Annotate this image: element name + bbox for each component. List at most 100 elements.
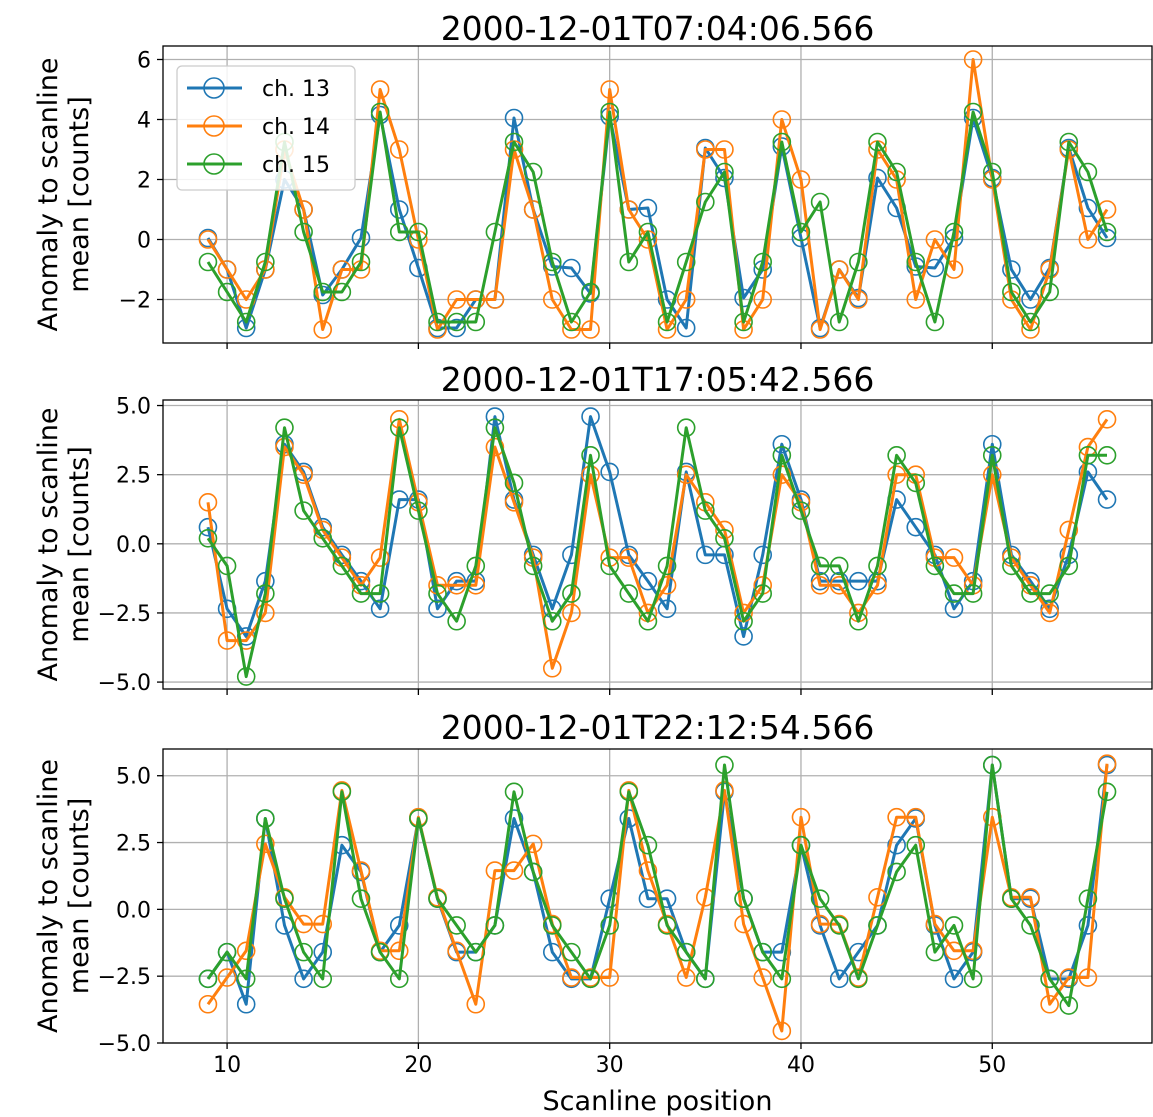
data-point	[791, 835, 811, 855]
data-point	[791, 501, 811, 520]
data-point	[313, 320, 333, 339]
data-point	[1059, 520, 1079, 540]
subplot-title: 2000-12-01T07:04:06.566	[441, 9, 875, 48]
y-axis-label: Anomaly to scanlinemean [counts]	[33, 58, 95, 332]
data-point	[562, 258, 581, 278]
data-point	[925, 942, 945, 962]
y-tick-label: 0.0	[116, 533, 151, 558]
data-point	[236, 994, 256, 1014]
data-point	[485, 407, 505, 426]
data-point	[542, 658, 562, 678]
data-point	[715, 168, 734, 188]
legend: ch. 13 ch. 14 ch. 15	[176, 65, 356, 191]
data-point	[849, 290, 868, 309]
series-line-ch-13	[206, 415, 1109, 638]
data-point	[198, 228, 218, 248]
data-point	[256, 603, 275, 623]
data-point	[217, 968, 237, 987]
data-point	[389, 916, 409, 935]
data-point	[1040, 260, 1059, 279]
data-point	[351, 252, 371, 272]
data-point	[676, 942, 696, 962]
data-point	[753, 545, 773, 565]
y-tick-label: −2.5	[98, 965, 151, 990]
data-point	[829, 571, 849, 591]
data-point	[1059, 996, 1079, 1015]
data-point	[1021, 584, 1040, 603]
data-point	[1021, 916, 1040, 935]
data-point	[313, 914, 333, 934]
data-point	[868, 556, 887, 576]
data-point	[600, 80, 619, 99]
data-point	[217, 282, 237, 302]
data-point	[829, 969, 849, 989]
data-point	[772, 110, 792, 129]
y-tick-label: 5.0	[116, 765, 151, 790]
data-point	[389, 941, 409, 961]
data-point	[810, 320, 830, 339]
data-point	[887, 862, 906, 882]
data-point	[294, 501, 313, 520]
data-point	[657, 916, 677, 935]
data-point	[887, 465, 906, 484]
data-point	[734, 627, 753, 646]
data-point	[485, 916, 505, 935]
data-point	[772, 132, 792, 152]
data-point	[370, 599, 390, 619]
data-point	[256, 584, 275, 603]
data-point	[887, 835, 906, 855]
data-point	[389, 222, 409, 242]
data-point	[906, 252, 926, 272]
data-point	[447, 571, 466, 591]
data-point	[734, 889, 753, 908]
legend-label: ch. 14	[262, 115, 330, 140]
data-point	[447, 941, 466, 961]
data-point	[332, 782, 352, 802]
data-point	[810, 575, 830, 595]
data-point	[829, 556, 849, 576]
data-point	[428, 599, 447, 619]
data-point	[676, 968, 696, 987]
data-point	[1097, 446, 1117, 465]
data-point	[925, 556, 945, 576]
data-point	[256, 834, 275, 854]
data-point	[198, 517, 218, 537]
data-point	[887, 446, 906, 465]
data-point	[198, 969, 218, 989]
data-point	[753, 584, 773, 603]
data-point	[810, 889, 830, 908]
subplot-2: −5.0 −2.5 0.0 2.5 5.0 2000-12-01T17:05:42.566…	[33, 360, 1153, 696]
y-tick-label: 2.5	[116, 832, 151, 857]
data-point	[523, 556, 543, 576]
data-point	[829, 575, 849, 595]
data-point	[523, 834, 543, 854]
data-point	[466, 312, 486, 332]
data-point	[887, 162, 906, 182]
data-point	[562, 584, 581, 603]
data-point	[829, 312, 849, 332]
data-point	[1002, 556, 1021, 576]
data-point	[696, 192, 715, 212]
subplot-title: 2000-12-01T17:05:42.566	[441, 360, 875, 399]
data-point	[849, 611, 868, 631]
data-point	[581, 969, 600, 989]
subplot-3: −5.0 −2.5 0.0 2.5 5.0 10 20 30 40 50 2000-12-01T22…	[33, 708, 1153, 1117]
data-point	[447, 318, 466, 338]
data-point	[428, 889, 447, 908]
data-point	[753, 252, 773, 272]
data-point	[849, 252, 868, 272]
data-point	[256, 809, 275, 828]
x-tick-label: 20	[404, 1053, 432, 1078]
data-point	[485, 418, 505, 437]
data-point	[715, 755, 734, 775]
y-axis-label: Anomaly to scanlinemean [counts]	[33, 759, 95, 1033]
data-point	[696, 545, 715, 565]
y-tick-label: 0.0	[116, 898, 151, 923]
data-point	[466, 556, 486, 576]
data-point	[1002, 282, 1021, 302]
data-point	[198, 230, 218, 249]
data-point	[715, 140, 734, 159]
data-point	[676, 252, 696, 272]
data-point	[1059, 968, 1079, 987]
data-point	[1078, 446, 1098, 465]
